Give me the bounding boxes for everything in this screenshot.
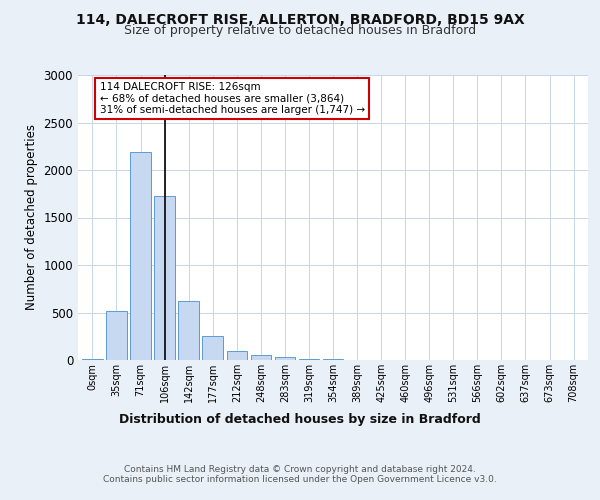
Bar xyxy=(82,359,103,360)
Bar xyxy=(106,310,127,360)
Bar xyxy=(275,357,295,360)
Bar xyxy=(323,359,343,360)
Y-axis label: Number of detached properties: Number of detached properties xyxy=(25,124,38,310)
Text: Distribution of detached houses by size in Bradford: Distribution of detached houses by size … xyxy=(119,412,481,426)
Bar xyxy=(130,152,151,360)
Bar xyxy=(251,355,271,360)
Bar xyxy=(154,196,175,360)
Bar xyxy=(178,301,199,360)
Text: Size of property relative to detached houses in Bradford: Size of property relative to detached ho… xyxy=(124,24,476,37)
Text: Contains HM Land Registry data © Crown copyright and database right 2024.
Contai: Contains HM Land Registry data © Crown c… xyxy=(103,465,497,484)
Bar xyxy=(299,358,319,360)
Bar xyxy=(202,336,223,360)
Bar xyxy=(227,350,247,360)
Text: 114, DALECROFT RISE, ALLERTON, BRADFORD, BD15 9AX: 114, DALECROFT RISE, ALLERTON, BRADFORD,… xyxy=(76,12,524,26)
Text: 114 DALECROFT RISE: 126sqm
← 68% of detached houses are smaller (3,864)
31% of s: 114 DALECROFT RISE: 126sqm ← 68% of deta… xyxy=(100,82,365,116)
